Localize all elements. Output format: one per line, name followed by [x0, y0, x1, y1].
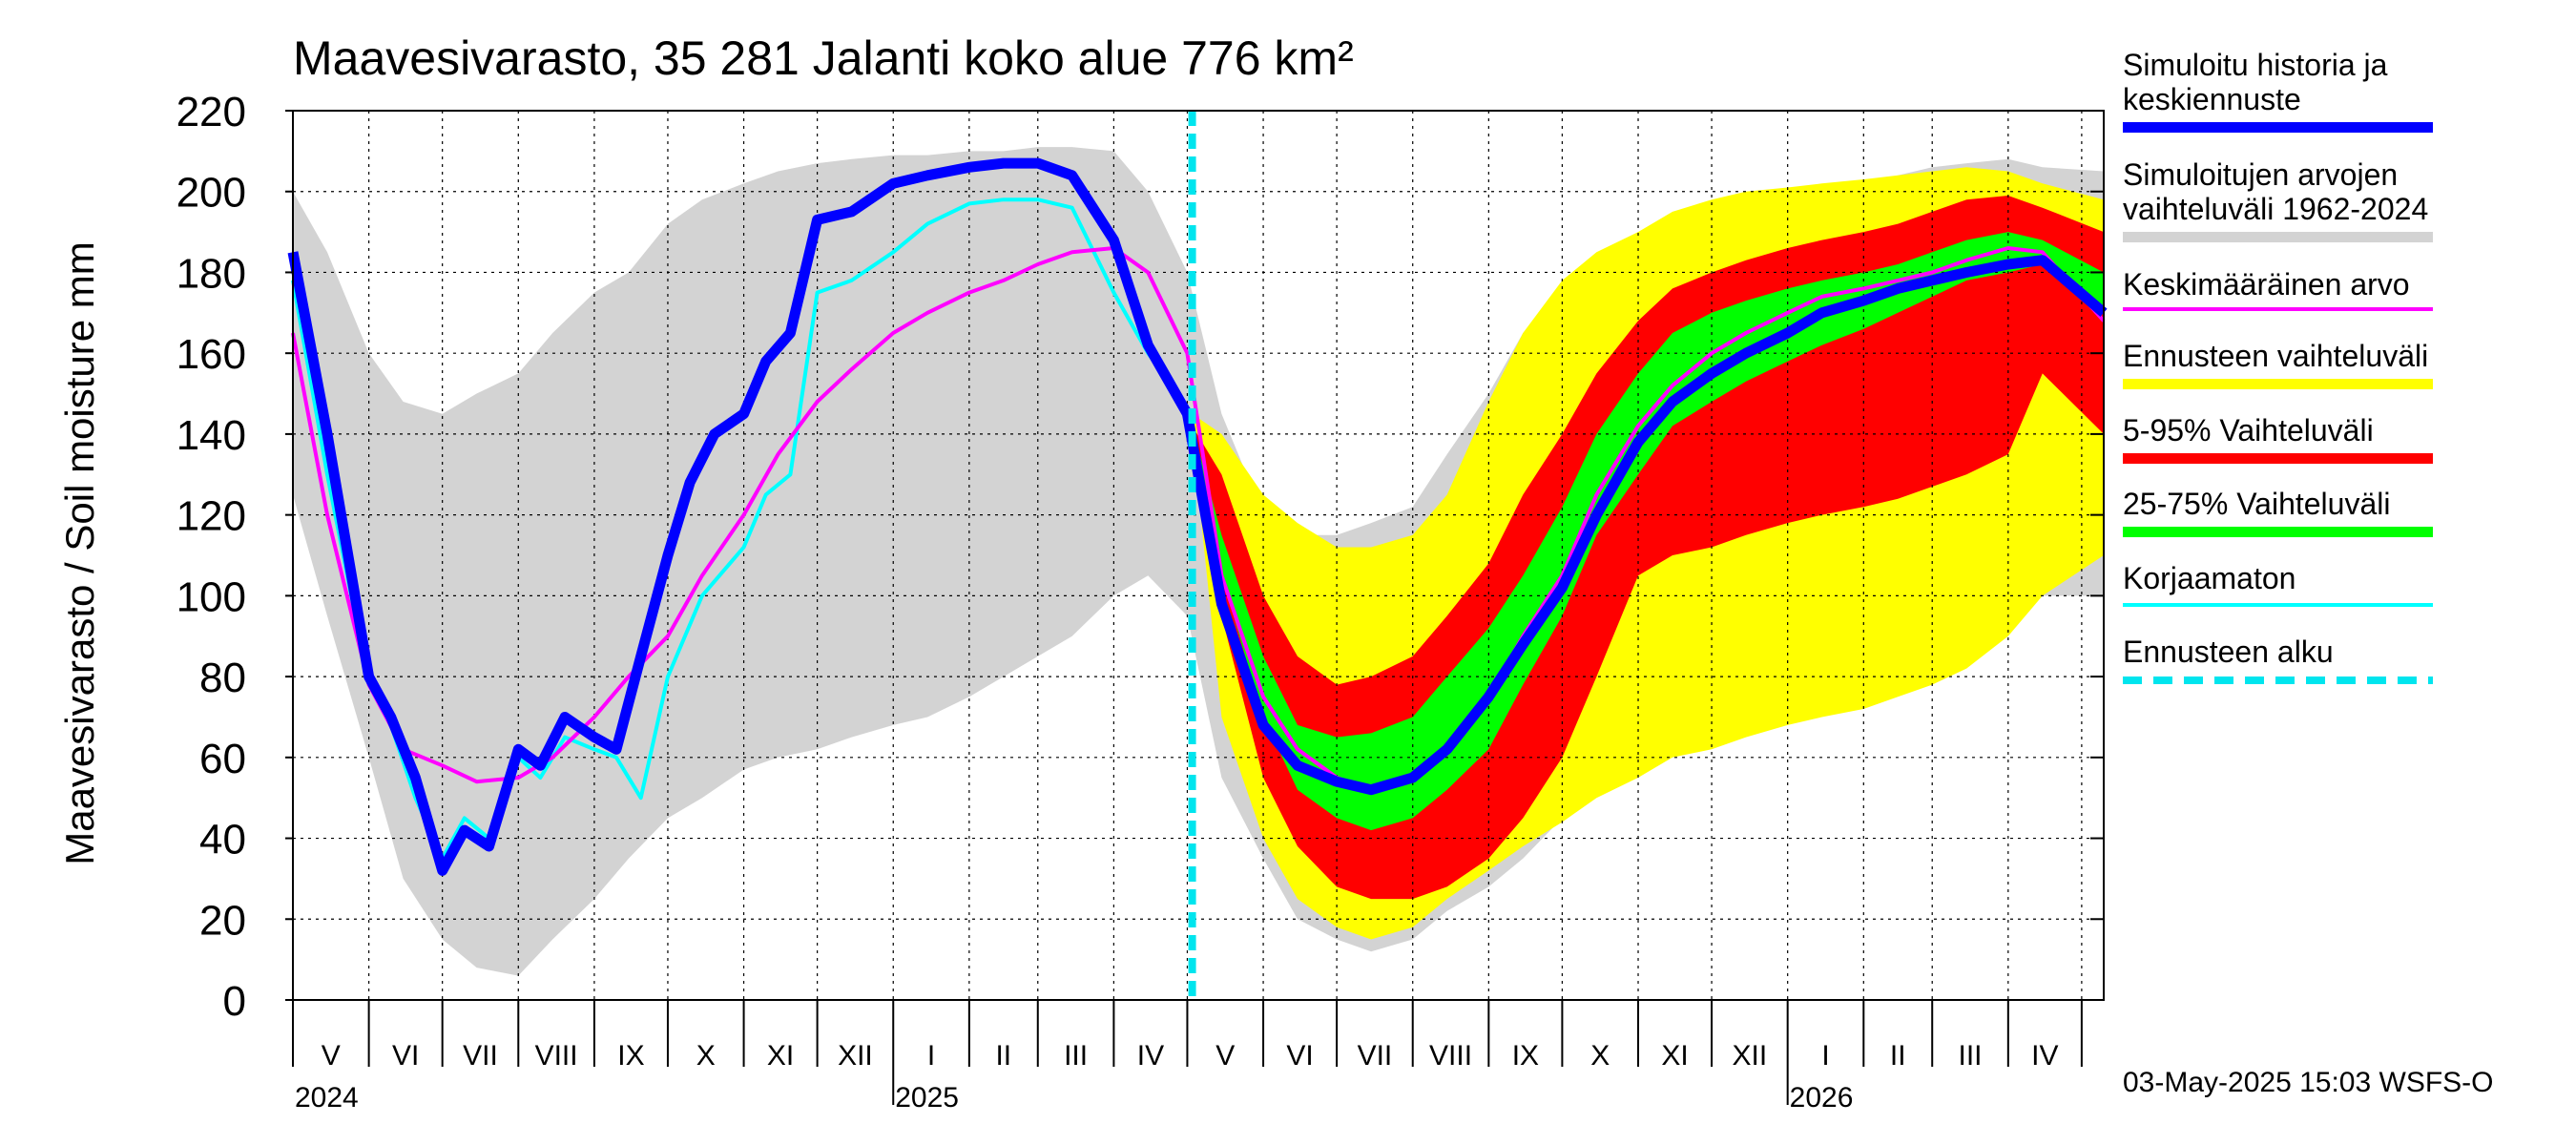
y-tick-label: 20	[199, 897, 246, 944]
legend-swatch	[2123, 307, 2433, 311]
legend-label: Ennusteen alku	[2123, 635, 2334, 669]
month-label: XI	[767, 1040, 794, 1072]
legend-item-simulated-history: Simuloitu historia ja keskiennuste	[2123, 48, 2562, 133]
month-label: IX	[617, 1040, 644, 1072]
y-tick-label: 100	[177, 573, 246, 620]
y-tick-label: 0	[223, 978, 246, 1025]
legend-item-uncorrected: Korjaamaton	[2123, 561, 2562, 607]
month-label: VI	[392, 1040, 419, 1072]
legend-swatch	[2123, 379, 2433, 389]
legend-swatch	[2123, 232, 2433, 242]
legend-swatch	[2123, 677, 2433, 684]
month-label: I	[927, 1040, 935, 1072]
legend-label: Simuloitu historia ja keskiennuste	[2123, 48, 2388, 116]
timestamp-footer: 03-May-2025 15:03 WSFS-O	[2123, 1067, 2494, 1098]
month-label: X	[1590, 1040, 1610, 1072]
axes-layer	[285, 110, 2105, 1105]
y-tick-label: 220	[177, 89, 246, 135]
line-simuloitu-historia-ja-keskiennuste	[287, 157, 2108, 876]
y-tick-label: 160	[177, 331, 246, 378]
month-label: II	[995, 1040, 1011, 1072]
year-label: 2025	[895, 1082, 959, 1114]
month-label: IV	[1137, 1040, 1164, 1072]
y-tick-label: 80	[199, 655, 246, 701]
legend-item-forecast-range: Ennusteen vaihteluväli	[2123, 339, 2562, 389]
legend-label: Keskimääräinen arvo	[2123, 267, 2410, 302]
month-label: III	[1064, 1040, 1088, 1072]
legend-label: Simuloitujen arvojen vaihteluväli 1962-2…	[2123, 157, 2429, 226]
series-line-layer	[287, 111, 2108, 1000]
y-tick-label: 180	[177, 250, 246, 297]
month-label: XII	[838, 1040, 873, 1072]
year-label: 2026	[1790, 1082, 1854, 1114]
legend-item-mean: Keskimääräinen arvo	[2123, 267, 2562, 311]
month-label: VIII	[535, 1040, 578, 1072]
month-label: V	[322, 1040, 341, 1072]
legend-label: 25-75% Vaihteluväli	[2123, 487, 2391, 521]
band-layer	[293, 147, 2104, 976]
month-label: X	[696, 1040, 716, 1072]
month-label: I	[1821, 1040, 1829, 1072]
legend-label: Ennusteen vaihteluväli	[2123, 339, 2429, 373]
y-tick-label: 60	[199, 736, 246, 782]
month-label: VIII	[1429, 1040, 1472, 1072]
legend-item-25-75: 25-75% Vaihteluväli	[2123, 487, 2562, 537]
chart-title: Maavesivarasto, 35 281 Jalanti koko alue…	[293, 31, 1354, 85]
month-label: IX	[1512, 1040, 1539, 1072]
legend-swatch	[2123, 122, 2433, 133]
month-label: V	[1215, 1040, 1235, 1072]
legend-label: 5-95% Vaihteluväli	[2123, 413, 2374, 448]
month-label: XII	[1733, 1040, 1768, 1072]
legend-item-simulated-range: Simuloitujen arvojen vaihteluväli 1962-2…	[2123, 157, 2562, 242]
month-label: XI	[1661, 1040, 1688, 1072]
plot-frame	[292, 110, 2105, 1001]
month-label: VII	[463, 1040, 498, 1072]
month-label: III	[1959, 1040, 1983, 1072]
y-axis-label: Maavesivarasto / Soil moisture mm	[57, 241, 102, 865]
legend-swatch	[2123, 453, 2433, 464]
month-label: VI	[1286, 1040, 1313, 1072]
legend-item-5-95: 5-95% Vaihteluväli	[2123, 413, 2562, 464]
legend-swatch	[2123, 527, 2433, 537]
y-tick-label: 200	[177, 170, 246, 217]
legend-label: Korjaamaton	[2123, 561, 2296, 595]
month-label: IV	[2031, 1040, 2058, 1072]
y-tick-label: 40	[199, 817, 246, 864]
year-label: 2024	[295, 1082, 359, 1114]
month-label: VII	[1358, 1040, 1393, 1072]
line-keskim-r-inen-arvo	[291, 246, 2106, 792]
month-label: II	[1890, 1040, 1906, 1072]
legend-swatch	[2123, 603, 2433, 607]
legend-item-forecast-start: Ennusteen alku	[2123, 635, 2562, 684]
y-tick-label: 140	[177, 412, 246, 459]
y-tick-label: 120	[177, 493, 246, 540]
